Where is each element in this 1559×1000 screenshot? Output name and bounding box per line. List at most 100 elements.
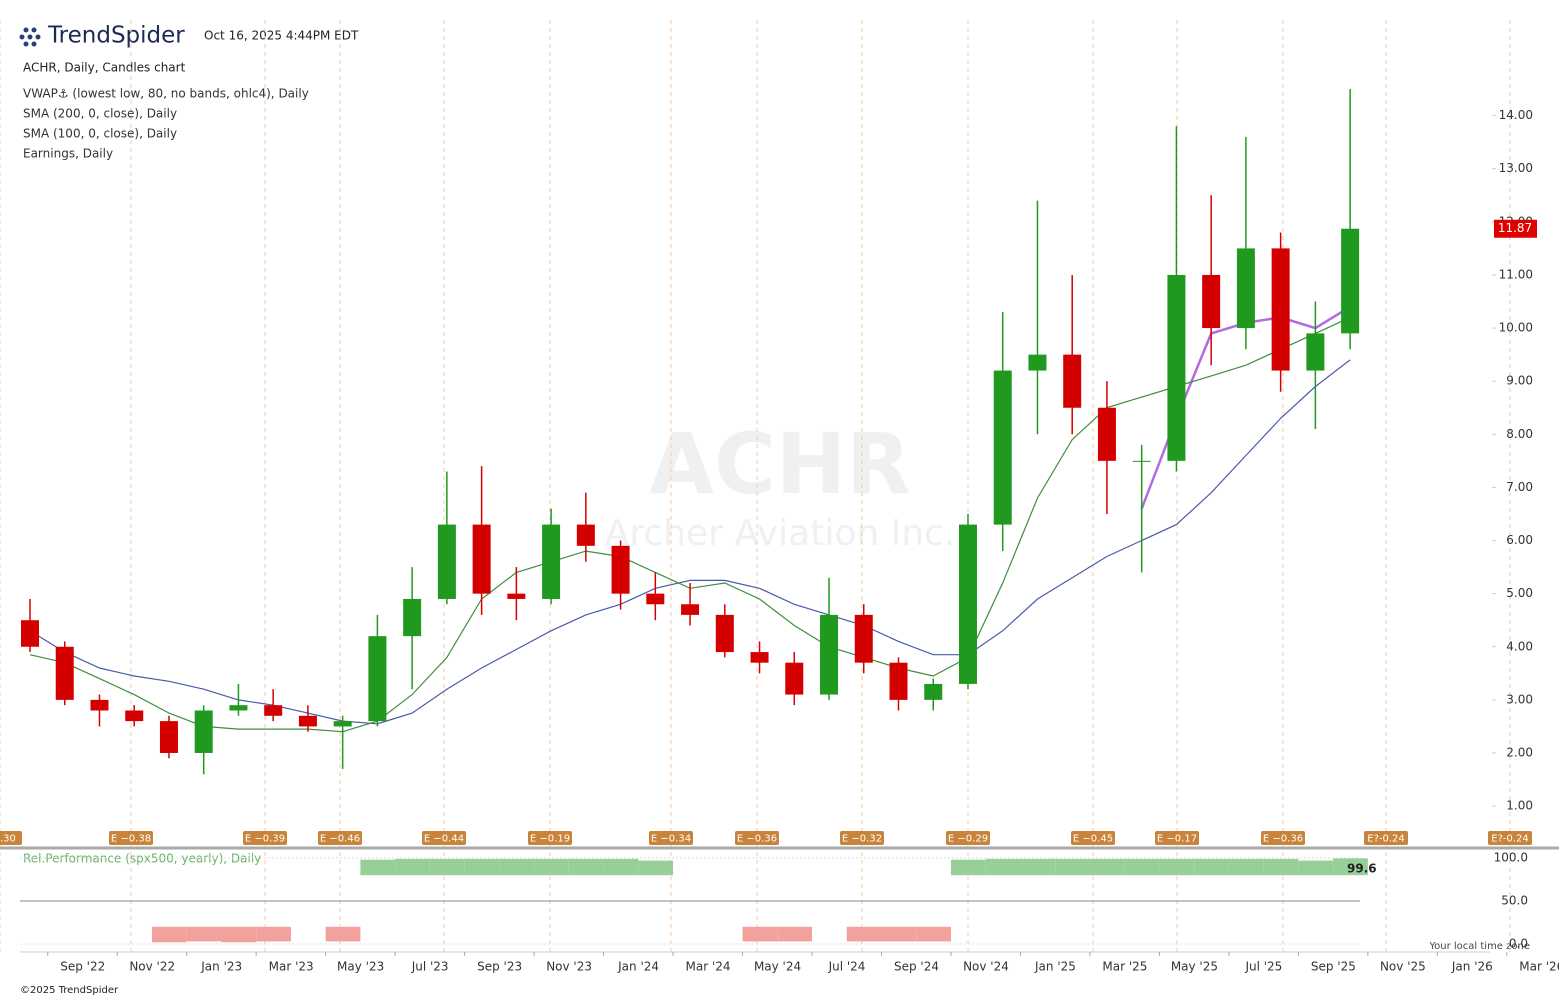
earnings-box [109,831,153,845]
candle-body [785,662,804,695]
candle-body [21,620,39,647]
earnings-box [1071,831,1115,845]
legend-entry: Earnings, Daily [23,147,113,161]
last-price-label: 11.87 [1498,221,1532,235]
earnings-label: E −0.17 [1157,834,1197,845]
x-tick-label: Jul '24 [828,960,866,974]
candle-body [1306,333,1325,371]
x-tick-label: Mar '24 [686,960,731,974]
x-tick-label: Jan '25 [1034,960,1076,974]
x-tick-label: Jan '24 [617,960,659,974]
rel-perf-bar [499,858,535,876]
candle-body [1063,354,1082,408]
candle-body [889,662,908,700]
candle-body [194,710,213,753]
rel-perf-bar [1089,858,1125,876]
rel-perf-bar [881,926,917,942]
earnings-label: E?-0.24 [1491,834,1529,845]
earnings-label: E −0.36 [1263,834,1303,845]
earnings-box [528,831,572,845]
candle-body [854,614,873,663]
earnings-box [1155,831,1199,845]
rel-perf-bar [1124,858,1160,876]
rel-perf-bar [534,858,569,876]
candle-body [576,524,595,546]
candle-body [90,699,109,711]
rel-perf-bar [1055,858,1090,876]
y-tick-label: 1.00 [1506,799,1533,813]
candle-body [298,715,317,727]
y-tick-label: 5.00 [1506,586,1533,600]
candle-body [1097,407,1116,461]
earnings-label: E −0.39 [245,834,285,845]
y-tick-label: 6.00 [1506,533,1533,547]
rel-perf-bar [256,926,291,942]
x-tick-label: Nov '22 [129,960,175,974]
watermark: ACHR [649,415,911,513]
rel-perf-bar [221,926,257,943]
x-tick-label: Sep '22 [60,960,105,974]
rel-perf-bar [603,858,639,876]
rel-perf-bar [464,858,500,876]
y-tick-label: 7.00 [1506,480,1533,494]
rel-perf-bar [429,858,465,876]
candle-body [1271,248,1290,371]
candle-body [125,710,144,722]
chart-title: ACHR, Daily, Candles chart [23,61,186,75]
earnings-box [318,831,362,845]
candle-body [993,370,1012,525]
candle-body [611,545,630,594]
rel-perf-bar [916,926,951,942]
rel-perf-bar [846,926,882,942]
candle-body [368,636,387,722]
earnings-label: E −0.29 [948,834,988,845]
rel-perf-bar [186,926,222,942]
candle-body [333,721,352,727]
y-tick-label: 11.00 [1499,267,1533,281]
candle-body [437,524,456,599]
rel-perf-title: Rel.Performance (spx500, yearly), Daily [23,852,261,866]
y-tick-label: 2.00 [1506,745,1533,759]
rel-perf-bar [950,859,986,876]
earnings-box [422,831,466,845]
rel-perf-bar [742,926,778,942]
candle-body [1202,274,1221,329]
earnings-box [946,831,990,845]
candle-body [681,604,700,615]
x-tick-label: Jan '23 [200,960,242,974]
earnings-box [840,831,884,845]
rel-perf-bar [1159,858,1195,876]
y-tick-label: 10.00 [1499,321,1533,335]
rel-perf-bar [1228,858,1264,876]
x-tick-label: May '25 [1171,960,1218,974]
earnings-box [1364,831,1408,845]
rel-perf-bar [325,926,361,942]
y-tick-label: 8.00 [1506,427,1533,441]
earnings-label: E −0.34 [651,834,691,845]
candle-body [1028,354,1047,371]
timestamp: Oct 16, 2025 4:44PM EDT [204,29,359,43]
earnings-label: E 0.30 [0,834,16,845]
rel-perf-bar [1194,858,1229,876]
rel-perf-bar [151,926,187,943]
candle-body [1236,248,1255,329]
x-tick-label: May '23 [337,960,384,974]
rel-perf-last: 99.6 [1347,862,1377,876]
earnings-label: E −0.36 [737,834,777,845]
candle-body [958,524,977,684]
candle-body [55,646,74,700]
watermark-subtitle: Archer Aviation Inc. [605,513,956,554]
earnings-box [0,831,22,845]
earnings-label: E −0.46 [320,834,360,845]
x-tick-label: Jul '25 [1244,960,1282,974]
x-tick-label: Mar '25 [1102,960,1147,974]
y-tick-label: 9.00 [1506,374,1533,388]
rel-perf-bar [1333,858,1368,876]
legend-entry: VWAP⚓ (lowest low, 80, no bands, ohlc4),… [23,87,309,101]
copyright: ©2025 TrendSpider [20,985,119,996]
logo [19,27,41,47]
earnings-label: E −0.38 [111,834,151,845]
rel-perf-bar [985,858,1021,876]
